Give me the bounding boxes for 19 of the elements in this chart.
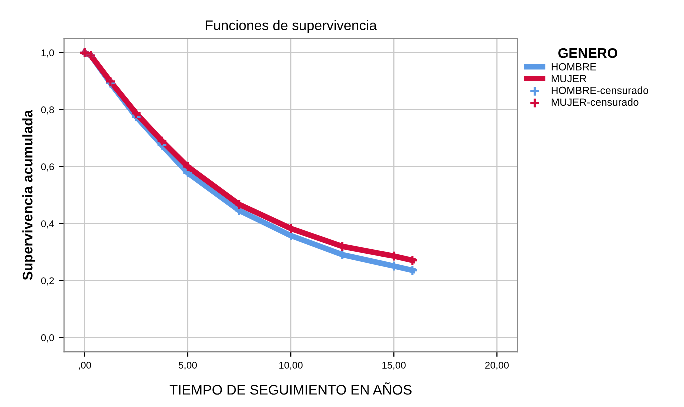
y-tick-label: 0,8 [41, 106, 54, 115]
legend-label: MUJER [552, 75, 587, 83]
x-tick-label: 10,00 [280, 362, 303, 370]
legend-label: MUJER-censurado [552, 98, 639, 106]
x-tick-label: ,00 [79, 362, 92, 370]
legend-label: HOMBRE-censurado [552, 86, 649, 94]
y-tick-label: 1,0 [42, 50, 54, 58]
x-tick-label: 15,00 [382, 362, 406, 370]
legend-title: GENERO [558, 48, 618, 58]
y-tick-label: 0,4 [41, 220, 54, 229]
x-axis-title: TIEMPO DE SEGUIMIENTO EN AÑOS [170, 382, 412, 395]
chart-title: Funciones de supervivencia [206, 20, 378, 34]
y-tick-label: 0,2 [41, 278, 54, 286]
legend-label: HOMBRE [552, 63, 596, 71]
y-axis-title: Supervivencia acumulada [22, 110, 36, 280]
x-tick-label: 20,00 [486, 362, 509, 370]
y-tick-label: 0,0 [41, 334, 54, 343]
x-tick-label: 5,00 [178, 362, 198, 370]
y-tick-label: 0,6 [41, 164, 54, 172]
